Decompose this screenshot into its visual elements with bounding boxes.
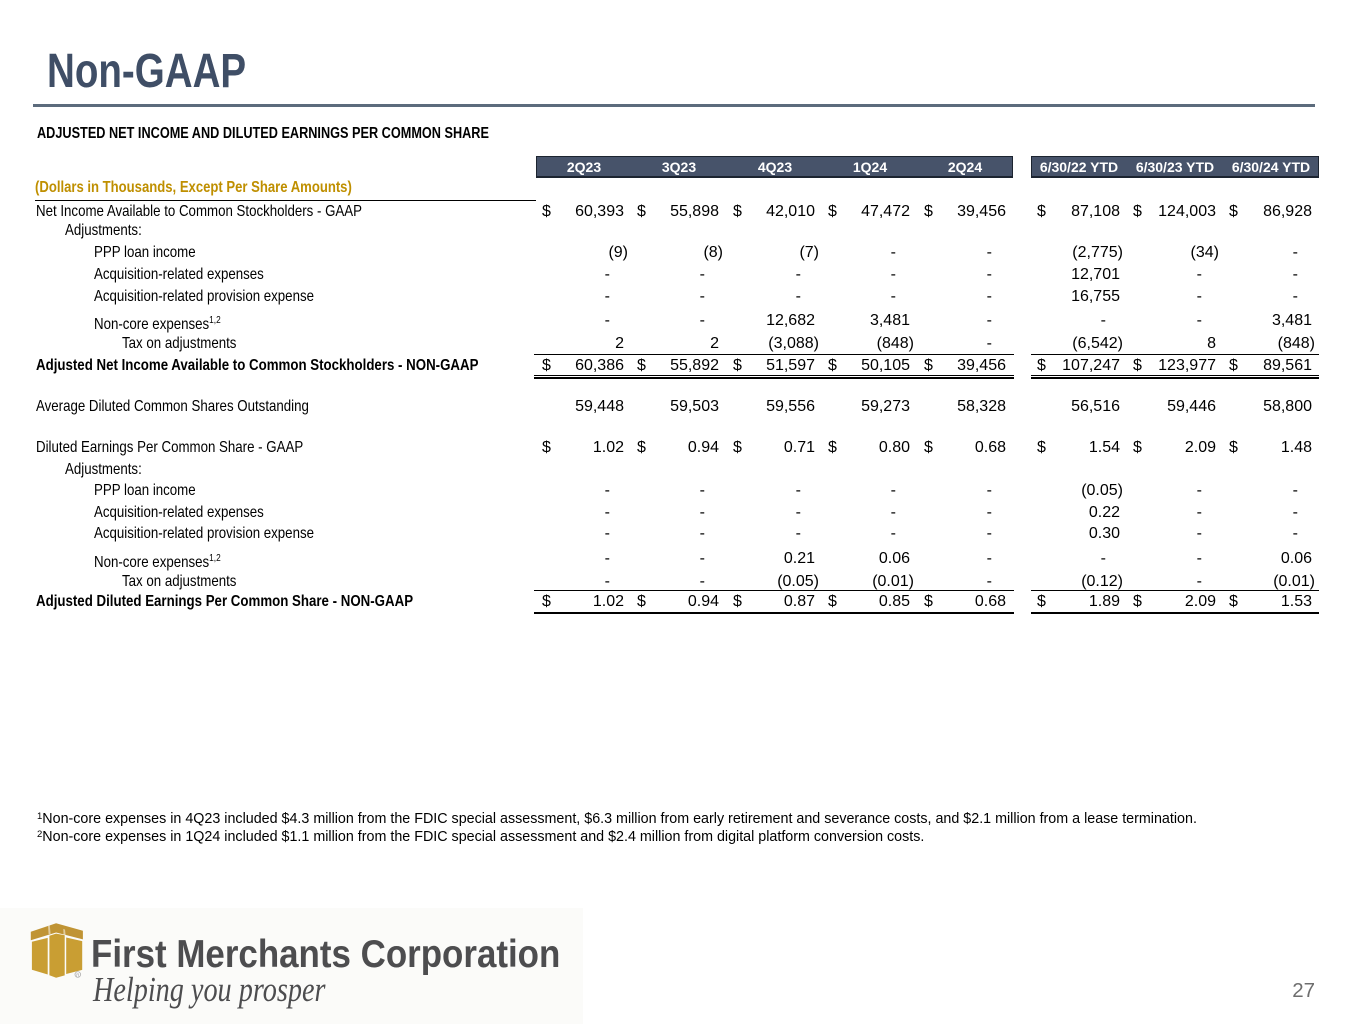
svg-text:R: R [76, 973, 79, 978]
